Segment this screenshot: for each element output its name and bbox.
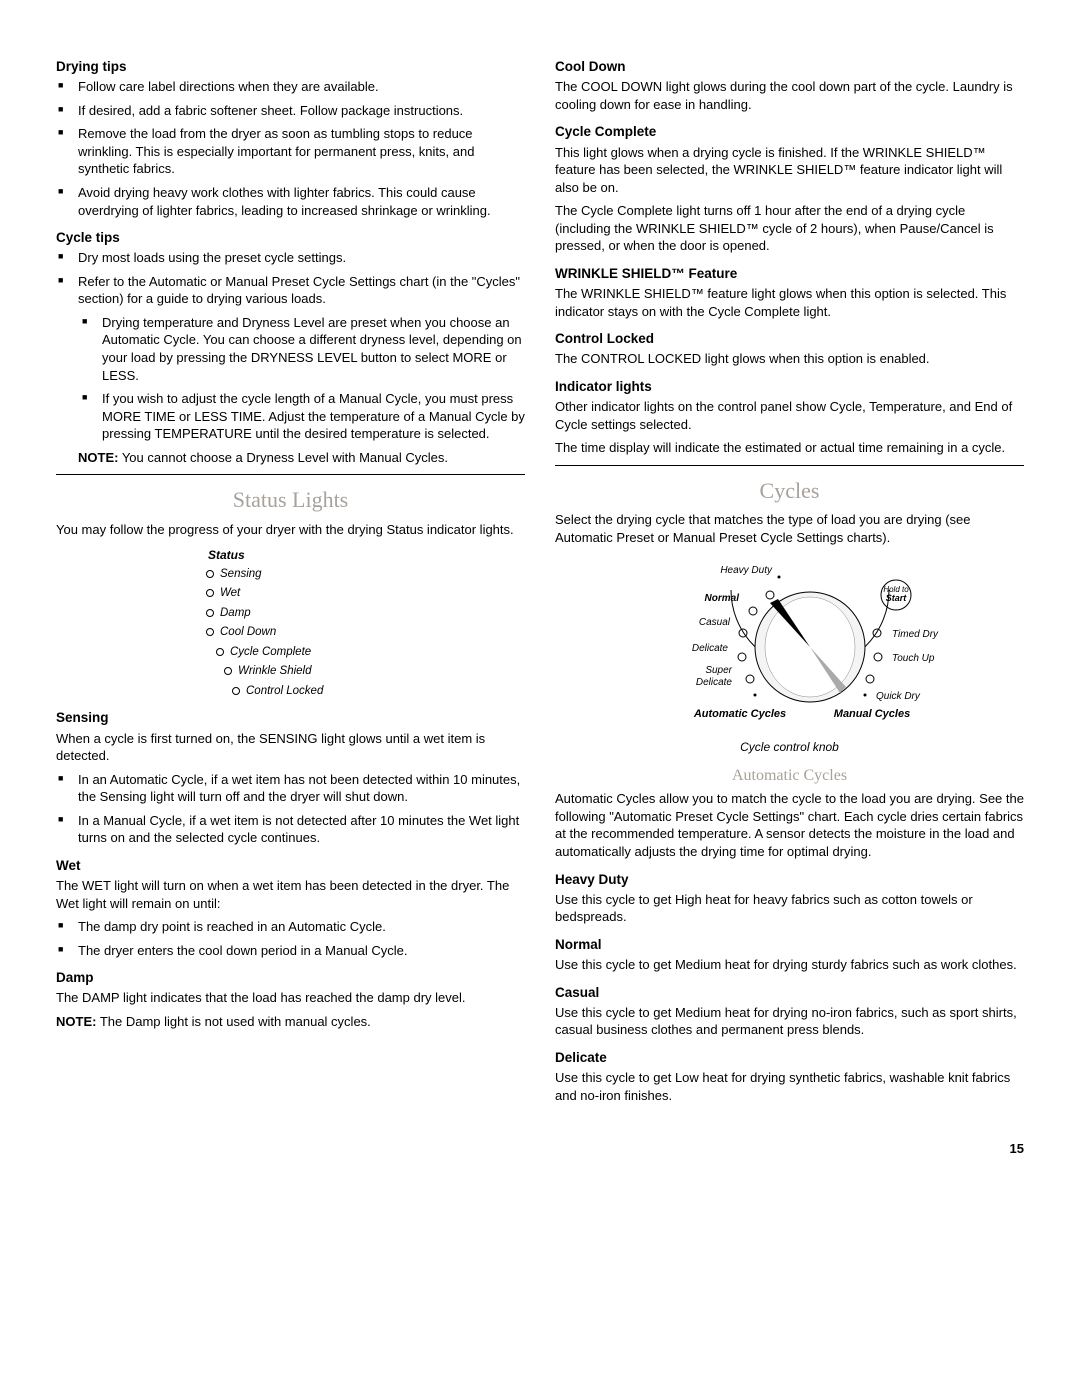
list-item: Follow care label directions when they a… xyxy=(78,78,525,96)
cycle-tips-list: Dry most loads using the preset cycle se… xyxy=(56,249,525,442)
list-item: Refer to the Automatic or Manual Preset … xyxy=(78,273,525,443)
sensing-heading: Sensing xyxy=(56,709,525,727)
list-item: If you wish to adjust the cycle length o… xyxy=(102,390,525,443)
heavy-duty-text: Use this cycle to get High heat for heav… xyxy=(555,891,1024,926)
damp-heading: Damp xyxy=(56,969,525,987)
divider xyxy=(56,474,525,475)
status-item: Cool Down xyxy=(206,625,525,641)
wrinkle-text: The WRINKLE SHIELD™ feature light glows … xyxy=(555,285,1024,320)
damp-note: NOTE: The Damp light is not used with ma… xyxy=(56,1013,525,1031)
right-column: Cool Down The COOL DOWN light glows duri… xyxy=(555,48,1024,1110)
wet-list: The damp dry point is reached in an Auto… xyxy=(56,918,525,959)
knob-label: Normal xyxy=(704,593,739,604)
knob-caption: Cycle control knob xyxy=(555,739,1024,755)
casual-heading: Casual xyxy=(555,984,1024,1002)
knob-label: Casual xyxy=(698,617,730,628)
cycle-knob-diagram: Hold to Start Heavy Duty Normal Casual D… xyxy=(555,555,1024,755)
cycle-tips-heading: Cycle tips xyxy=(56,229,525,247)
normal-heading: Normal xyxy=(555,936,1024,954)
knob-label: Super xyxy=(705,665,732,676)
knob-label: Touch Up xyxy=(892,653,935,664)
knob-start-label2: Start xyxy=(885,593,907,603)
status-item: Control Locked xyxy=(232,684,525,700)
indicator-lights-text2: The time display will indicate the estim… xyxy=(555,439,1024,457)
wet-heading: Wet xyxy=(56,857,525,875)
auto-cycles-intro: Automatic Cycles allow you to match the … xyxy=(555,790,1024,860)
cycles-intro: Select the drying cycle that matches the… xyxy=(555,511,1024,546)
delicate-text: Use this cycle to get Low heat for dryin… xyxy=(555,1069,1024,1104)
list-item: In an Automatic Cycle, if a wet item has… xyxy=(78,771,525,806)
wet-text: The WET light will turn on when a wet it… xyxy=(56,877,525,912)
status-item: Wet xyxy=(206,586,525,602)
drying-tips-list: Follow care label directions when they a… xyxy=(56,78,525,219)
status-lights-title: Status Lights xyxy=(56,485,525,515)
cycle-complete-heading: Cycle Complete xyxy=(555,123,1024,141)
list-item: Remove the load from the dryer as soon a… xyxy=(78,125,525,178)
drying-tips-heading: Drying tips xyxy=(56,58,525,76)
control-locked-text: The CONTROL LOCKED light glows when this… xyxy=(555,350,1024,368)
cool-down-text: The COOL DOWN light glows during the coo… xyxy=(555,78,1024,113)
list-item: The damp dry point is reached in an Auto… xyxy=(78,918,525,936)
delicate-heading: Delicate xyxy=(555,1049,1024,1067)
heavy-duty-heading: Heavy Duty xyxy=(555,871,1024,889)
divider xyxy=(555,465,1024,466)
status-item: Cycle Complete xyxy=(216,645,525,661)
cool-down-heading: Cool Down xyxy=(555,58,1024,76)
list-item: Dry most loads using the preset cycle se… xyxy=(78,249,525,267)
indicator-lights-heading: Indicator lights xyxy=(555,378,1024,396)
list-item: The dryer enters the cool down period in… xyxy=(78,942,525,960)
cycle-tips-note: NOTE: You cannot choose a Dryness Level … xyxy=(56,449,525,467)
cycle-complete-text1: This light glows when a drying cycle is … xyxy=(555,144,1024,197)
status-lights-intro: You may follow the progress of your drye… xyxy=(56,521,525,539)
status-list: Status Sensing Wet Damp Cool Down Cycle … xyxy=(206,547,525,700)
control-locked-heading: Control Locked xyxy=(555,330,1024,348)
cycle-complete-text2: The Cycle Complete light turns off 1 hou… xyxy=(555,202,1024,255)
knob-label: Delicate xyxy=(691,643,728,654)
list-item: If desired, add a fabric softener sheet.… xyxy=(78,102,525,120)
status-list-title: Status xyxy=(208,547,525,563)
knob-manual-label: Manual Cycles xyxy=(833,708,909,720)
wrinkle-heading: WRINKLE SHIELD™ Feature xyxy=(555,265,1024,283)
knob-label: Delicate xyxy=(695,677,732,688)
sensing-text: When a cycle is first turned on, the SEN… xyxy=(56,730,525,765)
knob-label: Heavy Duty xyxy=(720,565,773,576)
list-item: Drying temperature and Dryness Level are… xyxy=(102,314,525,384)
cycles-title: Cycles xyxy=(555,476,1024,506)
knob-label: Timed Dry xyxy=(892,629,939,640)
left-column: Drying tips Follow care label directions… xyxy=(56,48,525,1110)
damp-text: The DAMP light indicates that the load h… xyxy=(56,989,525,1007)
knob-auto-label: Automatic Cycles xyxy=(692,708,785,720)
status-item: Sensing xyxy=(206,567,525,583)
list-item: In a Manual Cycle, if a wet item is not … xyxy=(78,812,525,847)
list-item: Avoid drying heavy work clothes with lig… xyxy=(78,184,525,219)
auto-cycles-title: Automatic Cycles xyxy=(555,765,1024,787)
casual-text: Use this cycle to get Medium heat for dr… xyxy=(555,1004,1024,1039)
normal-text: Use this cycle to get Medium heat for dr… xyxy=(555,956,1024,974)
status-item: Wrinkle Shield xyxy=(224,664,525,680)
page-number: 15 xyxy=(56,1140,1024,1158)
indicator-lights-text1: Other indicator lights on the control pa… xyxy=(555,398,1024,433)
status-item: Damp xyxy=(206,606,525,622)
sensing-list: In an Automatic Cycle, if a wet item has… xyxy=(56,771,525,847)
knob-label: Quick Dry xyxy=(876,691,921,702)
